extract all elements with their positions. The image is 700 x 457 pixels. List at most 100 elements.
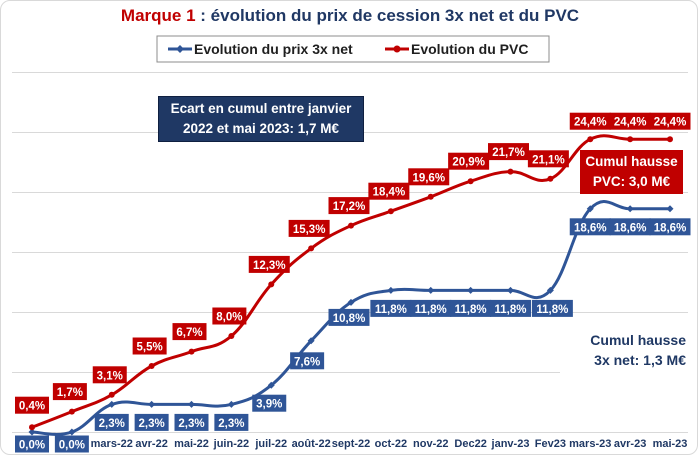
x-tick-label: Fev23	[535, 438, 566, 450]
x-tick-label: nov-22	[413, 438, 448, 450]
pvc-data-label: 24,4%	[654, 117, 687, 129]
pvc-data-label-bg	[408, 168, 450, 186]
pvc-cumul-annotation: Cumul hausse PVC: 3,0 M€	[580, 150, 683, 194]
net-data-label-bg	[94, 413, 129, 431]
point-pvc	[188, 348, 195, 355]
ecart-annotation: Ecart en cumul entre janvier 2022 et mai…	[158, 96, 364, 142]
chart-title: Marque 1 : évolution du prix de cession …	[0, 6, 700, 26]
pvc-data-label: 24,4%	[574, 117, 607, 129]
pvc-data-label: 21,1%	[532, 154, 565, 166]
net-cumul-annotation-line1: Cumul hausse	[590, 332, 686, 348]
point-pvc	[29, 424, 35, 431]
net-data-label: 11,8%	[495, 304, 527, 316]
point-net	[467, 286, 475, 294]
pvc-data-label: 21,7%	[492, 147, 525, 159]
pvc-data-label: 3,1%	[97, 370, 123, 382]
net-data-label: 2,3%	[178, 418, 204, 430]
point-net	[227, 400, 235, 408]
chart-title-brand: Marque 1	[120, 6, 196, 25]
pvc-data-labels: 0,4% 1,7% 3,1% 5,5% 6,7% 8,0% 12,3% 15,3% 17,2% 1…	[15, 112, 691, 414]
point-pvc	[627, 136, 634, 143]
net-data-label-bg	[15, 435, 49, 453]
point-net	[626, 205, 634, 213]
x-tick-label: mai-22	[174, 438, 209, 450]
x-tick-label: mars-23	[569, 438, 611, 450]
net-data-label-bg	[490, 299, 531, 317]
net-data-label: 3,9%	[256, 399, 282, 411]
point-net	[666, 205, 674, 213]
x-tick-label: avr-23	[614, 438, 646, 450]
point-pvc	[507, 168, 514, 175]
pvc-data-label-bg	[328, 197, 370, 215]
net-data-label: 18,6%	[574, 222, 607, 234]
point-net	[108, 400, 116, 408]
net-data-label: 0,0%	[59, 440, 85, 452]
net-data-label-bg	[410, 299, 452, 317]
ecart-annotation-line1: Ecart en cumul entre janvier	[170, 101, 352, 116]
pvc-data-label: 5,5%	[137, 342, 163, 354]
point-pvc	[387, 208, 394, 215]
net-data-label-bg	[649, 218, 691, 236]
pvc-data-label-bg	[92, 366, 127, 384]
series-net	[28, 200, 674, 436]
x-tick-label: mai-23	[653, 438, 688, 450]
legend-label-net: Evolution du prix 3x net	[194, 41, 353, 57]
point-pvc	[68, 408, 75, 415]
x-tick-label: août-22	[292, 438, 331, 450]
net-data-label-bg	[531, 299, 573, 317]
pvc-data-label: 18,4%	[373, 187, 406, 199]
x-tick-label: avr-22	[135, 438, 167, 450]
x-tick-label: oct-22	[375, 438, 407, 450]
ecart-annotation-line2: 2022 et mai 2023: 1,7 M€	[182, 121, 340, 136]
pvc-data-label-bg	[248, 255, 290, 273]
point-net	[267, 381, 275, 389]
pvc-data-label: 1,7%	[57, 387, 83, 399]
point-net	[148, 400, 156, 408]
point-pvc	[148, 363, 155, 369]
point-net	[427, 286, 435, 294]
pvc-data-label-bg	[649, 112, 691, 130]
net-data-label: 2,3%	[139, 418, 165, 430]
net-data-label: 2,3%	[99, 418, 125, 430]
x-tick-label: sept-22	[332, 438, 371, 450]
net-cumul-annotation: Cumul hausse 3x net: 1,3 M€	[560, 330, 690, 374]
net-data-label: 18,6%	[654, 222, 687, 234]
point-net	[546, 286, 554, 294]
x-tick-label: juin-22	[213, 438, 249, 450]
pvc-data-label-bg	[212, 307, 247, 325]
point-net	[28, 428, 36, 436]
legend-marker-pvc	[393, 45, 401, 53]
pvc-data-label: 0,4%	[19, 401, 45, 413]
net-data-label: 18,6%	[614, 222, 647, 234]
point-pvc	[427, 193, 434, 200]
net-data-labels: 0,0% 0,0% 2,3% 2,3% 2,3% 2,3% 3,9% 7,6% 10,8% 11,…	[15, 218, 691, 453]
net-data-label: 7,6%	[294, 356, 320, 368]
net-data-label: 11,8%	[536, 304, 568, 316]
pvc-cumul-annotation-line2: PVC: 3,0 M€	[592, 174, 671, 189]
pvc-data-label: 24,4%	[614, 117, 647, 129]
point-pvc	[348, 222, 354, 229]
net-data-label-bg	[609, 218, 651, 236]
net-data-label-bg	[252, 394, 287, 412]
x-tick-label: mars-22	[91, 438, 133, 450]
net-data-label-bg	[214, 413, 249, 431]
point-net	[188, 400, 195, 408]
point-pvc	[667, 136, 673, 143]
net-data-label-bg	[328, 308, 370, 326]
point-pvc	[228, 333, 235, 339]
x-tick-label: Dec22	[454, 438, 486, 450]
point-pvc	[308, 245, 315, 252]
legend-marker-net	[176, 45, 184, 53]
point-pvc	[547, 175, 554, 182]
pvc-data-label-bg	[569, 112, 611, 130]
point-net	[307, 337, 315, 345]
net-data-label-bg	[134, 413, 169, 431]
chart-title-rest: : évolution du prix de cession 3x net et…	[195, 6, 580, 25]
net-data-label: 2,3%	[218, 418, 244, 430]
pvc-data-label: 6,7%	[176, 327, 202, 339]
net-data-label-bg	[370, 299, 412, 317]
net-data-label: 10,8%	[333, 313, 366, 325]
net-data-label-bg	[54, 435, 89, 453]
pvc-data-label-bg	[448, 152, 490, 170]
